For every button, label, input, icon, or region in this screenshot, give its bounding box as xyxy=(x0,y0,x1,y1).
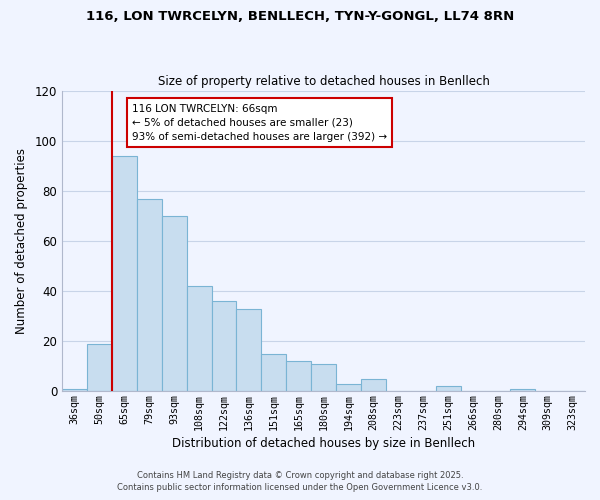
Y-axis label: Number of detached properties: Number of detached properties xyxy=(15,148,28,334)
Text: Contains HM Land Registry data © Crown copyright and database right 2025.
Contai: Contains HM Land Registry data © Crown c… xyxy=(118,471,482,492)
X-axis label: Distribution of detached houses by size in Benllech: Distribution of detached houses by size … xyxy=(172,437,475,450)
Title: Size of property relative to detached houses in Benllech: Size of property relative to detached ho… xyxy=(158,76,490,88)
Bar xyxy=(436,386,461,392)
Text: 116 LON TWRCELYN: 66sqm
← 5% of detached houses are smaller (23)
93% of semi-det: 116 LON TWRCELYN: 66sqm ← 5% of detached… xyxy=(132,104,387,142)
Bar xyxy=(236,308,262,392)
Bar xyxy=(187,286,212,392)
Bar xyxy=(361,379,386,392)
Bar xyxy=(162,216,187,392)
Text: 116, LON TWRCELYN, BENLLECH, TYN-Y-GONGL, LL74 8RN: 116, LON TWRCELYN, BENLLECH, TYN-Y-GONGL… xyxy=(86,10,514,23)
Bar xyxy=(137,198,162,392)
Bar xyxy=(62,389,87,392)
Bar xyxy=(336,384,361,392)
Bar xyxy=(212,301,236,392)
Bar xyxy=(112,156,137,392)
Bar xyxy=(511,389,535,392)
Bar xyxy=(311,364,336,392)
Bar xyxy=(286,362,311,392)
Bar xyxy=(262,354,286,392)
Bar xyxy=(87,344,112,392)
